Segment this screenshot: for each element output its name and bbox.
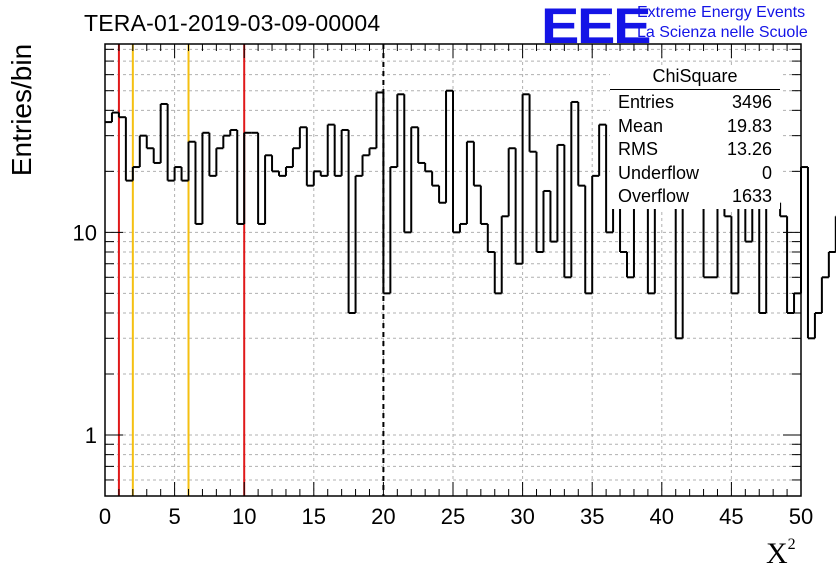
stats-value: 19.83 bbox=[726, 115, 772, 136]
stats-row-mean: Mean 19.83 bbox=[610, 115, 780, 139]
stats-label: RMS bbox=[618, 139, 658, 159]
stats-row-rms: RMS 13.26 bbox=[610, 138, 780, 162]
stats-row-entries: Entries 3496 bbox=[610, 91, 780, 115]
stats-label: Overflow bbox=[618, 186, 690, 206]
x-tick-label: 10 bbox=[232, 504, 256, 529]
stats-label: Entries bbox=[618, 92, 675, 112]
stats-value: 1633 bbox=[731, 186, 772, 206]
stats-title: ChiSquare bbox=[610, 66, 780, 90]
stats-row-overflow: Overflow 1633 bbox=[610, 185, 780, 209]
x-axis-label: X2 bbox=[766, 536, 796, 570]
x-tick-label: 25 bbox=[441, 504, 465, 529]
logo-line-1: Extreme Energy Events bbox=[637, 4, 806, 21]
stats-row-underflow: Underflow 0 bbox=[610, 162, 780, 186]
x-tick-label: 35 bbox=[580, 504, 604, 529]
x-tick-label: 20 bbox=[371, 504, 395, 529]
stats-value: 3496 bbox=[731, 92, 772, 112]
y-axis-label: Entries/bin bbox=[6, 43, 37, 177]
x-tick-label: 0 bbox=[99, 504, 111, 529]
y-tick-label: 10 bbox=[73, 220, 97, 245]
stats-label: Mean bbox=[618, 115, 664, 136]
stats-value: 13.26 bbox=[726, 139, 772, 159]
x-tick-label: 5 bbox=[168, 504, 180, 529]
stats-box: ChiSquare Entries 3496 Mean 19.83 RMS 13… bbox=[610, 66, 780, 209]
x-tick-label: 45 bbox=[719, 504, 743, 529]
x-tick-label: 30 bbox=[510, 504, 534, 529]
x-tick-label: 40 bbox=[650, 504, 674, 529]
stats-label: Underflow bbox=[618, 162, 700, 183]
y-tick-label: 1 bbox=[85, 423, 97, 448]
stats-value: 0 bbox=[761, 162, 772, 183]
x-tick-label: 50 bbox=[789, 504, 813, 529]
logo-line-2: La Scienza nelle Scuole bbox=[637, 24, 808, 41]
chart-title: TERA-01-2019-03-09-00004 bbox=[84, 10, 381, 36]
eee-logo: EEE bbox=[541, 0, 651, 54]
x-tick-label: 15 bbox=[302, 504, 326, 529]
